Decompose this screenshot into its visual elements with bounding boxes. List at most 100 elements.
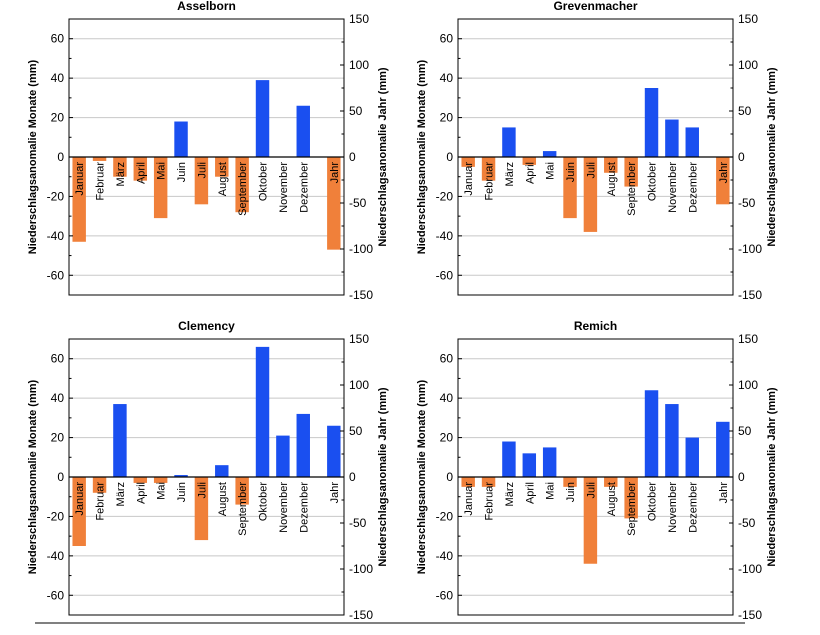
category-label-jahr: Jahr xyxy=(329,162,341,184)
right-tick-label: 50 xyxy=(349,104,363,118)
bar-oktober xyxy=(644,88,659,157)
chart-title: Asselborn xyxy=(177,0,236,13)
bar-maerz xyxy=(502,127,516,157)
left-tick-label: 60 xyxy=(440,352,454,366)
left-tick-label: 0 xyxy=(57,470,64,484)
category-label-juin: Juin xyxy=(176,482,188,502)
left-tick-label: 20 xyxy=(440,431,454,445)
bar-april xyxy=(133,157,148,181)
left-tick-label: 20 xyxy=(51,431,65,445)
category-label-dezember: Dezember xyxy=(687,482,699,533)
bar-august xyxy=(215,157,229,177)
category-label-april: April xyxy=(524,162,536,184)
right-tick-label: -100 xyxy=(738,242,762,256)
category-label-juli: Juli xyxy=(585,482,597,499)
bar-juin xyxy=(174,121,188,157)
category-label-september: September xyxy=(626,482,638,536)
bar-juin xyxy=(563,477,577,487)
bar-august xyxy=(604,157,618,173)
category-label-august: August xyxy=(606,162,618,196)
category-label-januar: Januar xyxy=(463,162,475,196)
bar-juli xyxy=(583,157,598,232)
bar-januar xyxy=(72,157,86,242)
category-label-august: August xyxy=(606,482,618,516)
bar-maerz xyxy=(502,441,516,477)
category-label-juli: Juli xyxy=(196,482,208,499)
right-tick-label: 100 xyxy=(738,58,758,72)
bar-dezember xyxy=(685,127,699,157)
left-tick-label: 0 xyxy=(57,150,64,164)
left-tick-label: -60 xyxy=(436,268,454,282)
category-label-maerz: März xyxy=(504,482,516,506)
category-label-juin: Juin xyxy=(176,162,188,182)
bar-jahr xyxy=(716,157,730,205)
category-label-november: November xyxy=(278,482,290,533)
bar-november xyxy=(665,119,679,157)
left-axis-label: Niederschlagsanomalie Monate (mm) xyxy=(27,59,39,254)
category-label-oktober: Oktober xyxy=(647,482,659,521)
bar-september xyxy=(235,477,249,505)
bar-jahr xyxy=(327,425,341,477)
category-label-april: April xyxy=(135,162,147,184)
right-tick-label: 100 xyxy=(349,58,369,72)
right-tick-label: -50 xyxy=(738,196,756,210)
bar-mai xyxy=(153,157,168,219)
category-label-februar: Februar xyxy=(95,482,107,521)
category-label-mai: Mai xyxy=(156,482,168,500)
left-tick-label: 40 xyxy=(440,391,454,405)
category-label-juli: Juli xyxy=(585,162,597,179)
category-label-februar: Februar xyxy=(484,482,496,521)
right-tick-label: -50 xyxy=(349,196,367,210)
bar-juin xyxy=(563,157,577,219)
right-tick-label: -150 xyxy=(738,608,762,622)
category-label-maerz: März xyxy=(115,482,127,506)
right-axis-label: Niederschlagsanomalie Jahr (mm) xyxy=(766,387,778,566)
bar-august xyxy=(215,465,229,477)
bar-november xyxy=(276,435,290,477)
chart-title: Remich xyxy=(574,319,617,333)
right-tick-label: 50 xyxy=(738,424,752,438)
right-tick-label: -150 xyxy=(349,608,373,622)
bar-juli xyxy=(194,477,209,541)
right-axis-label: Niederschlagsanomalie Jahr (mm) xyxy=(766,67,778,246)
right-axis-label: Niederschlagsanomalie Jahr (mm) xyxy=(377,387,389,566)
bar-april xyxy=(522,453,537,477)
left-tick-label: -60 xyxy=(436,588,454,602)
category-label-januar: Januar xyxy=(74,162,86,196)
left-tick-label: 40 xyxy=(51,71,65,85)
right-tick-label: -50 xyxy=(349,516,367,530)
bar-jahr xyxy=(327,157,341,250)
category-label-mai: Mai xyxy=(156,162,168,180)
bar-dezember xyxy=(685,437,699,477)
bar-september xyxy=(624,477,638,519)
bar-juin xyxy=(174,475,188,477)
left-tick-label: -40 xyxy=(436,549,454,563)
right-tick-label: 150 xyxy=(738,332,758,346)
right-axis-label: Niederschlagsanomalie Jahr (mm) xyxy=(377,67,389,246)
bar-dezember xyxy=(296,105,310,157)
category-label-oktober: Oktober xyxy=(258,482,270,521)
left-axis-label: Niederschlagsanomalie Monate (mm) xyxy=(27,379,39,574)
right-tick-label: 50 xyxy=(738,104,752,118)
bar-januar xyxy=(461,157,475,167)
bar-februar xyxy=(92,477,107,493)
chart-grevenmacher: Grevenmacher Januar Februar März April Mai Jui… xyxy=(416,0,778,302)
right-tick-label: 150 xyxy=(349,332,369,346)
category-label-september: September xyxy=(626,162,638,216)
category-label-oktober: Oktober xyxy=(647,162,659,201)
category-label-juin: Juin xyxy=(565,162,577,182)
left-tick-label: 60 xyxy=(440,32,454,46)
category-label-mai: Mai xyxy=(545,482,557,500)
bar-maerz xyxy=(113,404,127,477)
right-tick-label: 50 xyxy=(349,424,363,438)
bar-oktober xyxy=(255,80,270,157)
chart-title: Grevenmacher xyxy=(553,0,637,13)
bar-november xyxy=(665,404,679,477)
left-axis-label: Niederschlagsanomalie Monate (mm) xyxy=(416,379,428,574)
bar-februar xyxy=(92,157,107,161)
bar-maerz xyxy=(113,157,127,177)
category-label-september: September xyxy=(237,482,249,536)
right-tick-label: 0 xyxy=(349,470,356,484)
category-label-jahr: Jahr xyxy=(718,162,730,184)
bar-april xyxy=(522,157,537,165)
